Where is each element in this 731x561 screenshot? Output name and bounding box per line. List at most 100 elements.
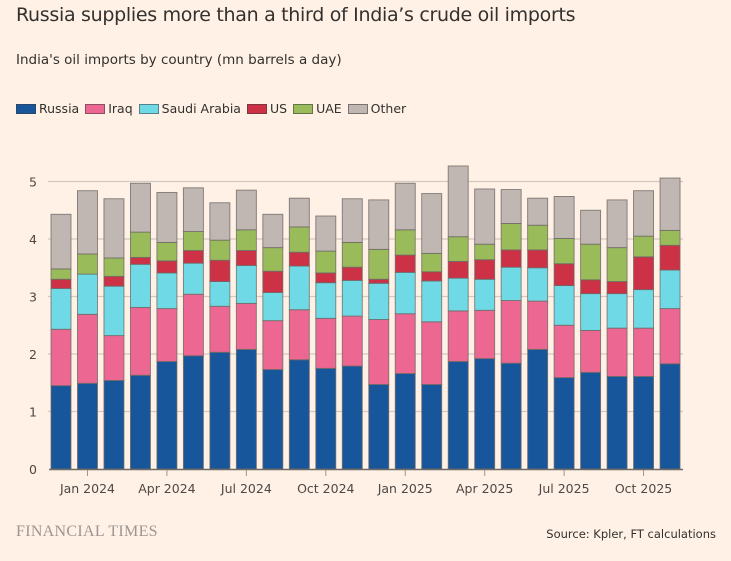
bar-segment-russia	[633, 375, 655, 470]
bar-stack	[103, 198, 125, 470]
bar-segment-us	[341, 266, 363, 281]
bar-stack	[315, 215, 337, 470]
bar-segment-us	[659, 244, 681, 271]
x-tick-label: Jul 2024	[220, 481, 272, 496]
bar-stack	[659, 177, 681, 470]
bar-segment-uae	[368, 248, 390, 280]
bar-segment-russia	[182, 355, 204, 470]
bar-stack	[50, 213, 72, 470]
legend-item-saudi-arabia: Saudi Arabia	[138, 101, 241, 116]
bar-segment-us	[156, 260, 178, 274]
bar-segment-iraq	[156, 308, 178, 362]
bar-stack	[288, 197, 310, 470]
bar-segment-other	[341, 198, 363, 243]
bar-stack	[633, 190, 655, 470]
legend-item-uae: UAE	[293, 101, 342, 116]
bar-segment-saudi-arabia	[182, 262, 204, 295]
bar-segment-iraq	[235, 302, 257, 350]
legend-item-other: Other	[347, 101, 407, 116]
y-tick-label: 2	[29, 347, 37, 362]
bar-segment-other	[447, 165, 469, 238]
bar-segment-uae	[606, 247, 628, 282]
bar-segment-other	[606, 199, 628, 249]
y-tick-label: 1	[29, 405, 37, 420]
bar-segment-saudi-arabia	[315, 282, 337, 319]
bar-segment-other	[182, 187, 204, 232]
legend-swatch-uae	[293, 103, 314, 114]
bar-segment-russia	[129, 374, 151, 470]
legend-item-us: US	[246, 101, 287, 116]
bar-segment-russia	[209, 351, 231, 470]
bar-segment-iraq	[341, 315, 363, 367]
bar-segment-iraq	[527, 300, 549, 350]
bar-segment-other	[580, 209, 602, 245]
x-tick-label: Jan 2025	[377, 481, 433, 496]
bar-segment-uae	[262, 247, 284, 272]
bar-segment-us	[474, 259, 496, 280]
legend-label: Saudi Arabia	[161, 101, 241, 116]
bar-segment-other	[103, 198, 125, 259]
bar-segment-other	[527, 197, 549, 226]
bar-stack	[209, 202, 231, 470]
bar-segment-saudi-arabia	[633, 289, 655, 329]
legend-item-iraq: Iraq	[85, 101, 133, 116]
y-tick-label: 4	[29, 232, 37, 247]
legend-label: Iraq	[108, 101, 133, 116]
bar-segment-russia	[156, 361, 178, 470]
bar-segment-other	[50, 213, 72, 270]
bar-segment-russia	[50, 385, 72, 470]
bar-stack	[368, 199, 390, 470]
bar-segment-uae	[633, 235, 655, 258]
legend-swatch-other	[347, 103, 368, 114]
bar-segment-saudi-arabia	[209, 281, 231, 307]
bar-segment-us	[103, 275, 125, 287]
bar-segment-uae	[553, 237, 575, 265]
bar-segment-us	[50, 278, 72, 289]
x-tick-label: Jan 2024	[59, 481, 115, 496]
bar-segment-iraq	[447, 310, 469, 362]
bar-segment-uae	[659, 229, 681, 246]
bar-segment-saudi-arabia	[553, 285, 575, 326]
bar-segment-saudi-arabia	[447, 277, 469, 312]
bar-stack	[235, 189, 257, 470]
bar-segment-saudi-arabia	[500, 266, 522, 301]
bar-segment-uae	[474, 243, 496, 261]
y-tick-label: 3	[29, 290, 37, 305]
bar-stack	[394, 182, 416, 470]
bar-segment-russia	[606, 375, 628, 470]
bar-segment-us	[129, 256, 151, 265]
y-axis-ticks: 0 1 2 3 4 5	[29, 175, 37, 478]
bar-segment-russia	[262, 369, 284, 470]
bar-segment-iraq	[553, 324, 575, 379]
bar-segment-uae	[288, 226, 310, 253]
bar-segment-russia	[235, 348, 257, 470]
bar-segment-us	[288, 251, 310, 267]
bar-segment-other	[156, 191, 178, 243]
bar-segment-iraq	[129, 306, 151, 376]
bar-segment-saudi-arabia	[580, 293, 602, 331]
bar-segment-russia	[368, 384, 390, 470]
y-tick-label: 5	[29, 175, 37, 190]
bar-stack	[262, 213, 284, 470]
source-note: Source: Kpler, FT calculations	[546, 527, 716, 541]
bar-segment-russia	[341, 365, 363, 470]
bar-segment-uae	[235, 229, 257, 251]
bar-stack	[447, 165, 469, 470]
bar-segment-us	[447, 260, 469, 279]
bar-segment-uae	[77, 253, 98, 275]
bar-segment-iraq	[288, 309, 310, 361]
legend-label: Other	[370, 101, 407, 116]
x-tick-label: Apr 2025	[456, 481, 513, 496]
bar-segment-iraq	[103, 335, 125, 381]
ft-logo: FINANCIAL TIMES	[16, 523, 158, 540]
chart-title: Russia supplies more than a third of Ind…	[16, 4, 576, 26]
bar-segment-iraq	[315, 317, 337, 369]
bar-segment-other	[129, 182, 151, 233]
bar-segment-saudi-arabia	[421, 280, 443, 323]
bar-segment-iraq	[606, 327, 628, 377]
bar-segment-iraq	[474, 309, 496, 360]
bar-segment-russia	[580, 371, 602, 470]
bar-segment-us	[368, 278, 390, 284]
bar-segment-other	[394, 182, 416, 231]
bar-stack	[527, 197, 549, 470]
